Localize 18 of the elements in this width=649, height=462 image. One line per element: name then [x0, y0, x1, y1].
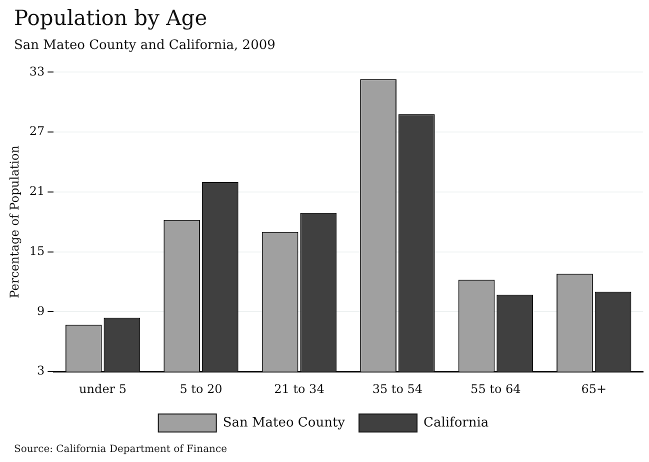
x-tick-label: 65+: [581, 382, 607, 396]
legend-label: San Mateo County: [222, 415, 346, 430]
y-axis-title: Percentage of Population: [7, 145, 22, 298]
x-tick-label: 55 to 64: [470, 382, 522, 396]
y-tick-label: 27: [29, 124, 45, 138]
chart-title: Population by Age: [14, 6, 208, 30]
y-tick-label: 33: [29, 64, 45, 78]
chart-subtitle: San Mateo County and California, 2009: [14, 38, 276, 53]
legend-label: California: [424, 415, 489, 430]
x-tick-label: 35 to 54: [372, 382, 423, 396]
y-tick-label: 3: [37, 364, 45, 378]
y-tick-label: 15: [29, 244, 45, 258]
y-tick-label: 9: [37, 304, 45, 318]
y-tick-label: 21: [29, 184, 45, 198]
x-tick-label: 21 to 34: [274, 382, 325, 396]
x-tick-label: 5 to 20: [180, 382, 222, 396]
source-note: Source: California Department of Finance: [14, 444, 227, 455]
x-tick-label: under 5: [79, 382, 126, 396]
